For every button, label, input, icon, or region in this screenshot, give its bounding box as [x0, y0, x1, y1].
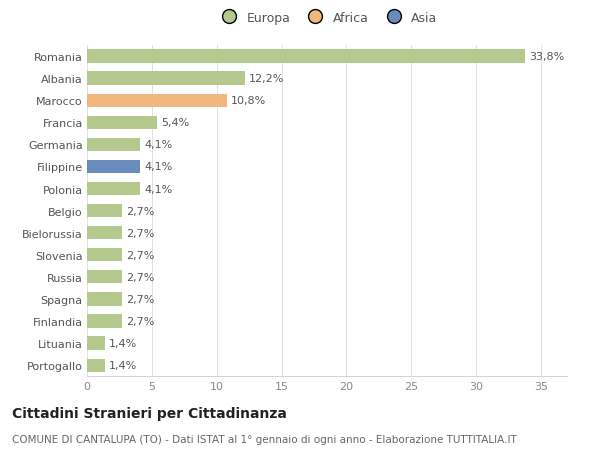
- Bar: [87, 161, 140, 174]
- Bar: [87, 337, 105, 350]
- Text: 33,8%: 33,8%: [529, 52, 565, 62]
- Bar: [87, 73, 245, 85]
- Legend: Europa, Africa, Asia: Europa, Africa, Asia: [212, 7, 443, 30]
- Text: 4,1%: 4,1%: [144, 140, 172, 150]
- Text: Cittadini Stranieri per Cittadinanza: Cittadini Stranieri per Cittadinanza: [12, 406, 287, 420]
- Bar: [87, 50, 526, 63]
- Text: 12,2%: 12,2%: [249, 74, 284, 84]
- Text: 4,1%: 4,1%: [144, 162, 172, 172]
- Bar: [87, 183, 140, 196]
- Text: 2,7%: 2,7%: [126, 228, 154, 238]
- Bar: [87, 293, 122, 306]
- Text: 2,7%: 2,7%: [126, 250, 154, 260]
- Bar: [87, 117, 157, 129]
- Bar: [87, 359, 105, 372]
- Text: 5,4%: 5,4%: [161, 118, 189, 128]
- Text: 2,7%: 2,7%: [126, 294, 154, 304]
- Text: 1,4%: 1,4%: [109, 360, 137, 370]
- Text: 1,4%: 1,4%: [109, 338, 137, 348]
- Text: 10,8%: 10,8%: [231, 96, 266, 106]
- Text: 2,7%: 2,7%: [126, 316, 154, 326]
- Text: 2,7%: 2,7%: [126, 206, 154, 216]
- Bar: [87, 271, 122, 284]
- Bar: [87, 249, 122, 262]
- Text: 4,1%: 4,1%: [144, 184, 172, 194]
- Bar: [87, 205, 122, 218]
- Bar: [87, 315, 122, 328]
- Text: 2,7%: 2,7%: [126, 272, 154, 282]
- Text: COMUNE DI CANTALUPA (TO) - Dati ISTAT al 1° gennaio di ogni anno - Elaborazione : COMUNE DI CANTALUPA (TO) - Dati ISTAT al…: [12, 434, 517, 444]
- Bar: [87, 95, 227, 107]
- Bar: [87, 139, 140, 151]
- Bar: [87, 227, 122, 240]
